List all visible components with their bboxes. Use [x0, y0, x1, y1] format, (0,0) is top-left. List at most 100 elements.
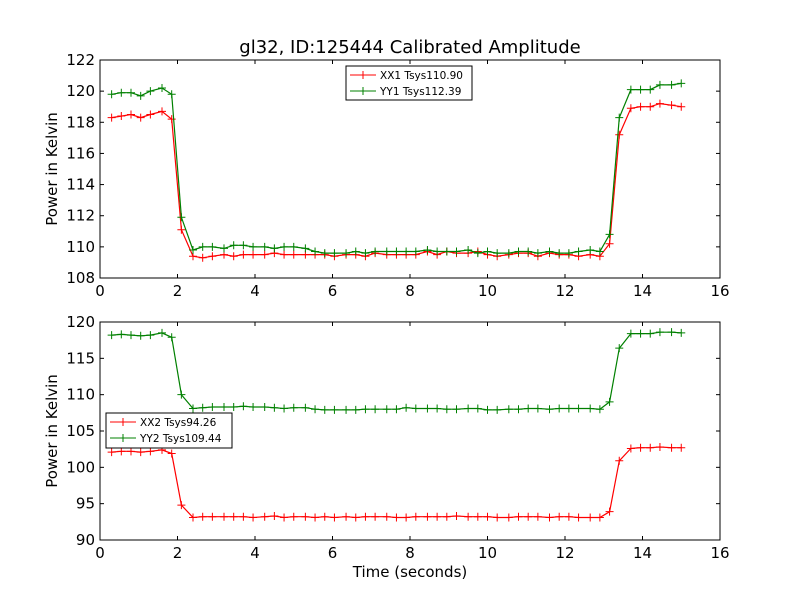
bottom-series-yy-point: [615, 344, 624, 353]
top-series-yy-point: [177, 213, 186, 222]
bottom-series-xx-point: [351, 513, 360, 522]
bottom-series-xx-point: [423, 512, 432, 521]
bottom-series-xx-point: [146, 447, 155, 456]
top-y-tick-label: 122: [66, 51, 95, 69]
bottom-series-xx-point: [229, 512, 238, 521]
bottom-series-yy-point: [483, 405, 492, 414]
bottom-series-yy-point: [533, 404, 542, 413]
bottom-series-yy-point: [392, 405, 401, 414]
bottom-series-xx-point: [411, 512, 420, 521]
bottom-series-xx-point: [646, 443, 655, 452]
top-series-yy-point: [189, 245, 197, 254]
bottom-series-xx-point: [208, 512, 217, 521]
bottom-series-xx-point: [524, 512, 533, 521]
bottom-series-yy-point: [371, 405, 380, 414]
bottom-series-xx-point: [504, 513, 513, 522]
bottom-series-yy-point: [136, 331, 145, 340]
bottom-series-yy-point: [636, 329, 645, 338]
bottom-x-tick-label: 2: [173, 544, 183, 562]
top-y-tick-label: 118: [66, 113, 95, 131]
top-series-yy-point: [473, 249, 482, 258]
legend-marker-xx2-cross: [119, 418, 127, 426]
top-legend: XX1 Tsys110.90 YY1 Tsys112.39: [345, 65, 473, 101]
bottom-series-yy-point: [464, 404, 473, 413]
top-series-yy-point: [586, 245, 595, 254]
bottom-series-xx-point: [595, 513, 604, 522]
bottom-series-yy-point: [442, 405, 451, 414]
bottom-series-xx-point: [545, 513, 554, 522]
bottom-series-yy-point: [239, 402, 248, 411]
bottom-series-yy-point: [504, 405, 513, 414]
bottom-series-yy-point: [402, 403, 411, 412]
bottom-series-xx-point: [311, 513, 320, 522]
bottom-series-yy-point: [646, 329, 655, 338]
bottom-series-xx-point: [574, 513, 583, 522]
top-series-yy-point: [127, 88, 135, 97]
bottom-series-xx-point: [280, 513, 289, 522]
bottom-series-xx-point: [493, 513, 502, 522]
bottom-series-yy-point: [452, 405, 461, 414]
top-series-yy-point: [646, 85, 655, 94]
top-series-yy-point: [361, 249, 370, 258]
bottom-series-yy-point: [514, 405, 523, 414]
top-series-xx-point: [208, 252, 217, 261]
top-x-tick-label: 16: [710, 282, 729, 300]
top-x-tick-label: 10: [478, 282, 497, 300]
top-y-tick-label: 120: [66, 82, 95, 100]
bottom-series-yy-point: [208, 403, 217, 412]
bottom-series-xx-point: [514, 512, 523, 521]
bottom-series-xx-point: [392, 513, 401, 522]
bottom-series-yy-point: [229, 403, 238, 412]
bottom-x-tick-label: 12: [555, 544, 574, 562]
top-series-xx-point: [655, 99, 664, 108]
top-series-yy-point: [301, 244, 310, 253]
bottom-series-xx-point: [177, 501, 186, 510]
bottom-series-xx-point: [483, 512, 492, 521]
top-series-xx-point: [249, 250, 258, 259]
top-series-yy-point: [533, 249, 542, 258]
top-series-yy-point: [280, 242, 289, 251]
bottom-series-yy-point: [586, 404, 595, 413]
bottom-series-xx-point: [564, 512, 573, 521]
bottom-series-xx-point: [136, 448, 145, 457]
top-series-xx-point: [127, 110, 135, 119]
bottom-series-yy-point: [301, 403, 310, 412]
top-y-tick-label: 116: [66, 144, 95, 162]
top-series-xx-point: [636, 102, 645, 111]
top-series-yy-point: [442, 247, 451, 256]
top-series-yy-point: [452, 247, 461, 256]
bottom-series-xx-point: [301, 512, 310, 521]
top-series-yy-point: [433, 247, 442, 256]
top-series-xx-point: [667, 101, 676, 110]
top-axis-ticks: 0 2 4 6 8 10 12 14 16 108 110 112 114 116 118 120 122: [66, 51, 729, 300]
bottom-axis-ticks: 0 2 4 6 8 10 12 14 16 90 95 100 105 110 115 120: [66, 313, 729, 562]
bottom-x-tick-label: 16: [710, 544, 729, 562]
top-x-tick-label: 14: [633, 282, 652, 300]
bottom-series-xx-point: [605, 507, 614, 516]
top-series-xx-point: [605, 239, 614, 248]
top-series-yy-point: [311, 247, 320, 256]
top-series-xx-point: [117, 112, 126, 121]
bottom-series-yy-point: [260, 403, 269, 412]
bottom-series-xx-point: [361, 512, 370, 521]
bottom-y-tick-label: 120: [66, 313, 95, 331]
bottom-y-tick-label: 110: [66, 386, 95, 404]
top-series-group: [107, 79, 686, 262]
bottom-series-yy-point: [158, 328, 166, 337]
bottom-series-xx-point: [586, 513, 595, 522]
legend-marker-xx1-cross: [359, 71, 367, 79]
top-series-yy-point: [392, 247, 401, 256]
bottom-series-xx-point: [220, 512, 228, 521]
top-series-yy-point: [524, 247, 533, 256]
top-series-yy-point: [371, 247, 380, 256]
top-series-yy-point: [555, 249, 564, 258]
top-series-yy-point: [220, 244, 228, 253]
bottom-series-yy-point: [524, 404, 533, 413]
bottom-series-yy-point: [433, 404, 442, 413]
bottom-series-yy-point: [107, 331, 116, 340]
top-series-yy-point: [382, 247, 391, 256]
top-series-yy-point: [351, 247, 360, 256]
bottom-series-xx-point: [433, 512, 442, 521]
top-series-yy-point: [423, 245, 432, 254]
top-series-yy-point: [574, 247, 583, 256]
